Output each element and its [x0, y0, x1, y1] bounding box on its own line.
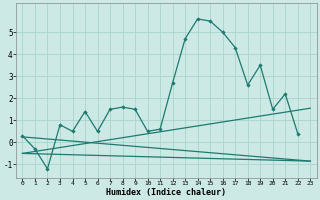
X-axis label: Humidex (Indice chaleur): Humidex (Indice chaleur) — [106, 188, 226, 197]
